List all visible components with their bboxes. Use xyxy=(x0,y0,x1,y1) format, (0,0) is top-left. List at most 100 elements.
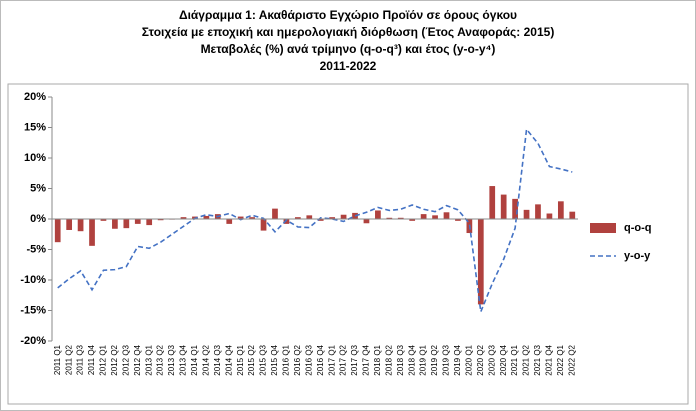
x-tick-label: 2014 Q1 xyxy=(190,344,199,375)
bar xyxy=(89,219,95,246)
x-tick-label: 2018 Q2 xyxy=(384,344,393,375)
y-tick-label: -20% xyxy=(20,335,46,347)
bar xyxy=(455,219,461,221)
x-tick-label: 2015 Q4 xyxy=(270,344,279,375)
y-tick-label: -5% xyxy=(26,243,46,255)
bar xyxy=(100,219,107,221)
bar xyxy=(123,219,130,229)
bar xyxy=(512,198,518,219)
y-tick-label: 15% xyxy=(24,121,46,133)
plot-frame xyxy=(7,83,689,405)
x-tick-label: 2018 Q3 xyxy=(396,344,405,375)
x-tick-label: 2019 Q4 xyxy=(453,344,462,375)
x-tick-label: 2016 Q2 xyxy=(293,344,302,375)
bar xyxy=(203,215,210,219)
chart-title: 2011-2022 xyxy=(320,59,377,73)
bar xyxy=(294,217,301,219)
x-tick-label: 2016 Q1 xyxy=(282,344,291,375)
x-tick-label: 2015 Q2 xyxy=(247,344,256,375)
bar xyxy=(523,209,530,219)
legend-label: q-o-q xyxy=(624,222,651,234)
bar xyxy=(157,219,164,221)
x-tick-label: 2012 Q3 xyxy=(121,344,130,375)
bar xyxy=(77,219,84,232)
bar xyxy=(397,217,404,219)
x-tick-label: 2021 Q4 xyxy=(545,344,554,375)
x-tick-label: 2017 Q4 xyxy=(362,344,371,375)
y-tick-label: 10% xyxy=(24,152,46,164)
bar xyxy=(272,208,278,219)
x-tick-label: 2017 Q2 xyxy=(339,344,348,375)
x-tick-label: 2014 Q4 xyxy=(224,344,233,375)
bar xyxy=(260,219,267,231)
x-tick-label: 2020 Q2 xyxy=(476,344,485,375)
bar xyxy=(237,216,244,219)
bar xyxy=(409,219,416,221)
bar xyxy=(443,212,450,219)
bar xyxy=(420,214,427,219)
bar xyxy=(535,204,541,219)
y-tick-label: -15% xyxy=(20,304,46,316)
legend-swatch xyxy=(590,223,616,233)
x-tick-label: 2012 Q2 xyxy=(110,344,119,375)
x-tick-label: 2011 Q1 xyxy=(53,344,62,375)
bar xyxy=(352,212,358,219)
bar xyxy=(500,194,507,219)
x-tick-label: 2014 Q2 xyxy=(201,344,210,375)
x-tick-label: 2020 Q1 xyxy=(464,344,473,375)
x-tick-label: 2021 Q3 xyxy=(533,344,542,375)
chart-title: Διάγραμμα 1: Ακαθάριστο Εγχώριο Προϊόν σ… xyxy=(179,8,517,22)
chart-title: Μεταβολές (%) ανά τρίμηνο (q-o-q³) και έ… xyxy=(201,42,496,56)
bar xyxy=(477,219,484,305)
y-tick-label: 0% xyxy=(30,213,46,225)
x-tick-label: 2012 Q1 xyxy=(99,344,108,375)
y-tick-label: -10% xyxy=(20,274,46,286)
x-tick-label: 2022 Q1 xyxy=(556,344,565,375)
x-tick-label: 2019 Q1 xyxy=(419,344,428,375)
bar xyxy=(66,219,73,230)
chart-title: Στοιχεία με εποχική και ημερολογιακή διό… xyxy=(142,25,555,39)
bar xyxy=(363,219,370,224)
x-tick-label: 2017 Q3 xyxy=(350,344,359,375)
x-tick-label: 2020 Q3 xyxy=(487,344,496,375)
bar xyxy=(375,210,381,219)
x-tick-label: 2018 Q4 xyxy=(407,344,416,375)
bar xyxy=(226,219,233,224)
x-tick-label: 2016 Q4 xyxy=(316,344,325,375)
x-tick-label: 2013 Q3 xyxy=(167,344,176,375)
y-tick-label: 20% xyxy=(24,91,46,103)
bar xyxy=(546,213,553,219)
x-tick-label: 2017 Q1 xyxy=(327,344,336,375)
bar xyxy=(306,215,313,219)
x-tick-label: 2011 Q4 xyxy=(87,344,96,375)
x-tick-label: 2013 Q2 xyxy=(156,344,165,375)
bar xyxy=(489,186,496,219)
x-tick-label: 2021 Q2 xyxy=(522,344,531,375)
bar xyxy=(432,215,438,219)
x-tick-label: 2020 Q4 xyxy=(499,344,508,375)
x-tick-label: 2019 Q2 xyxy=(430,344,439,375)
x-tick-label: 2016 Q3 xyxy=(304,344,313,375)
line xyxy=(57,127,573,315)
bar xyxy=(569,211,576,219)
x-tick-label: 2015 Q3 xyxy=(259,344,268,375)
legend-label: y-o-y xyxy=(624,250,651,262)
x-tick-label: 2022 Q2 xyxy=(567,344,576,375)
x-tick-label: 2011 Q3 xyxy=(76,344,85,375)
bar xyxy=(249,217,255,219)
x-tick-label: 2015 Q1 xyxy=(236,344,245,375)
x-tick-label: 2013 Q4 xyxy=(179,344,188,375)
bar xyxy=(112,219,118,229)
bar xyxy=(329,217,336,219)
bar xyxy=(134,219,141,224)
bar xyxy=(317,219,324,221)
x-tick-label: 2019 Q3 xyxy=(442,344,451,375)
bar xyxy=(340,214,347,219)
bar xyxy=(283,219,290,224)
bar xyxy=(180,217,187,219)
bar xyxy=(386,217,393,219)
bar xyxy=(557,201,564,219)
x-tick-label: 2018 Q1 xyxy=(373,344,382,375)
bar xyxy=(146,219,153,226)
x-tick-label: 2011 Q2 xyxy=(64,344,73,375)
